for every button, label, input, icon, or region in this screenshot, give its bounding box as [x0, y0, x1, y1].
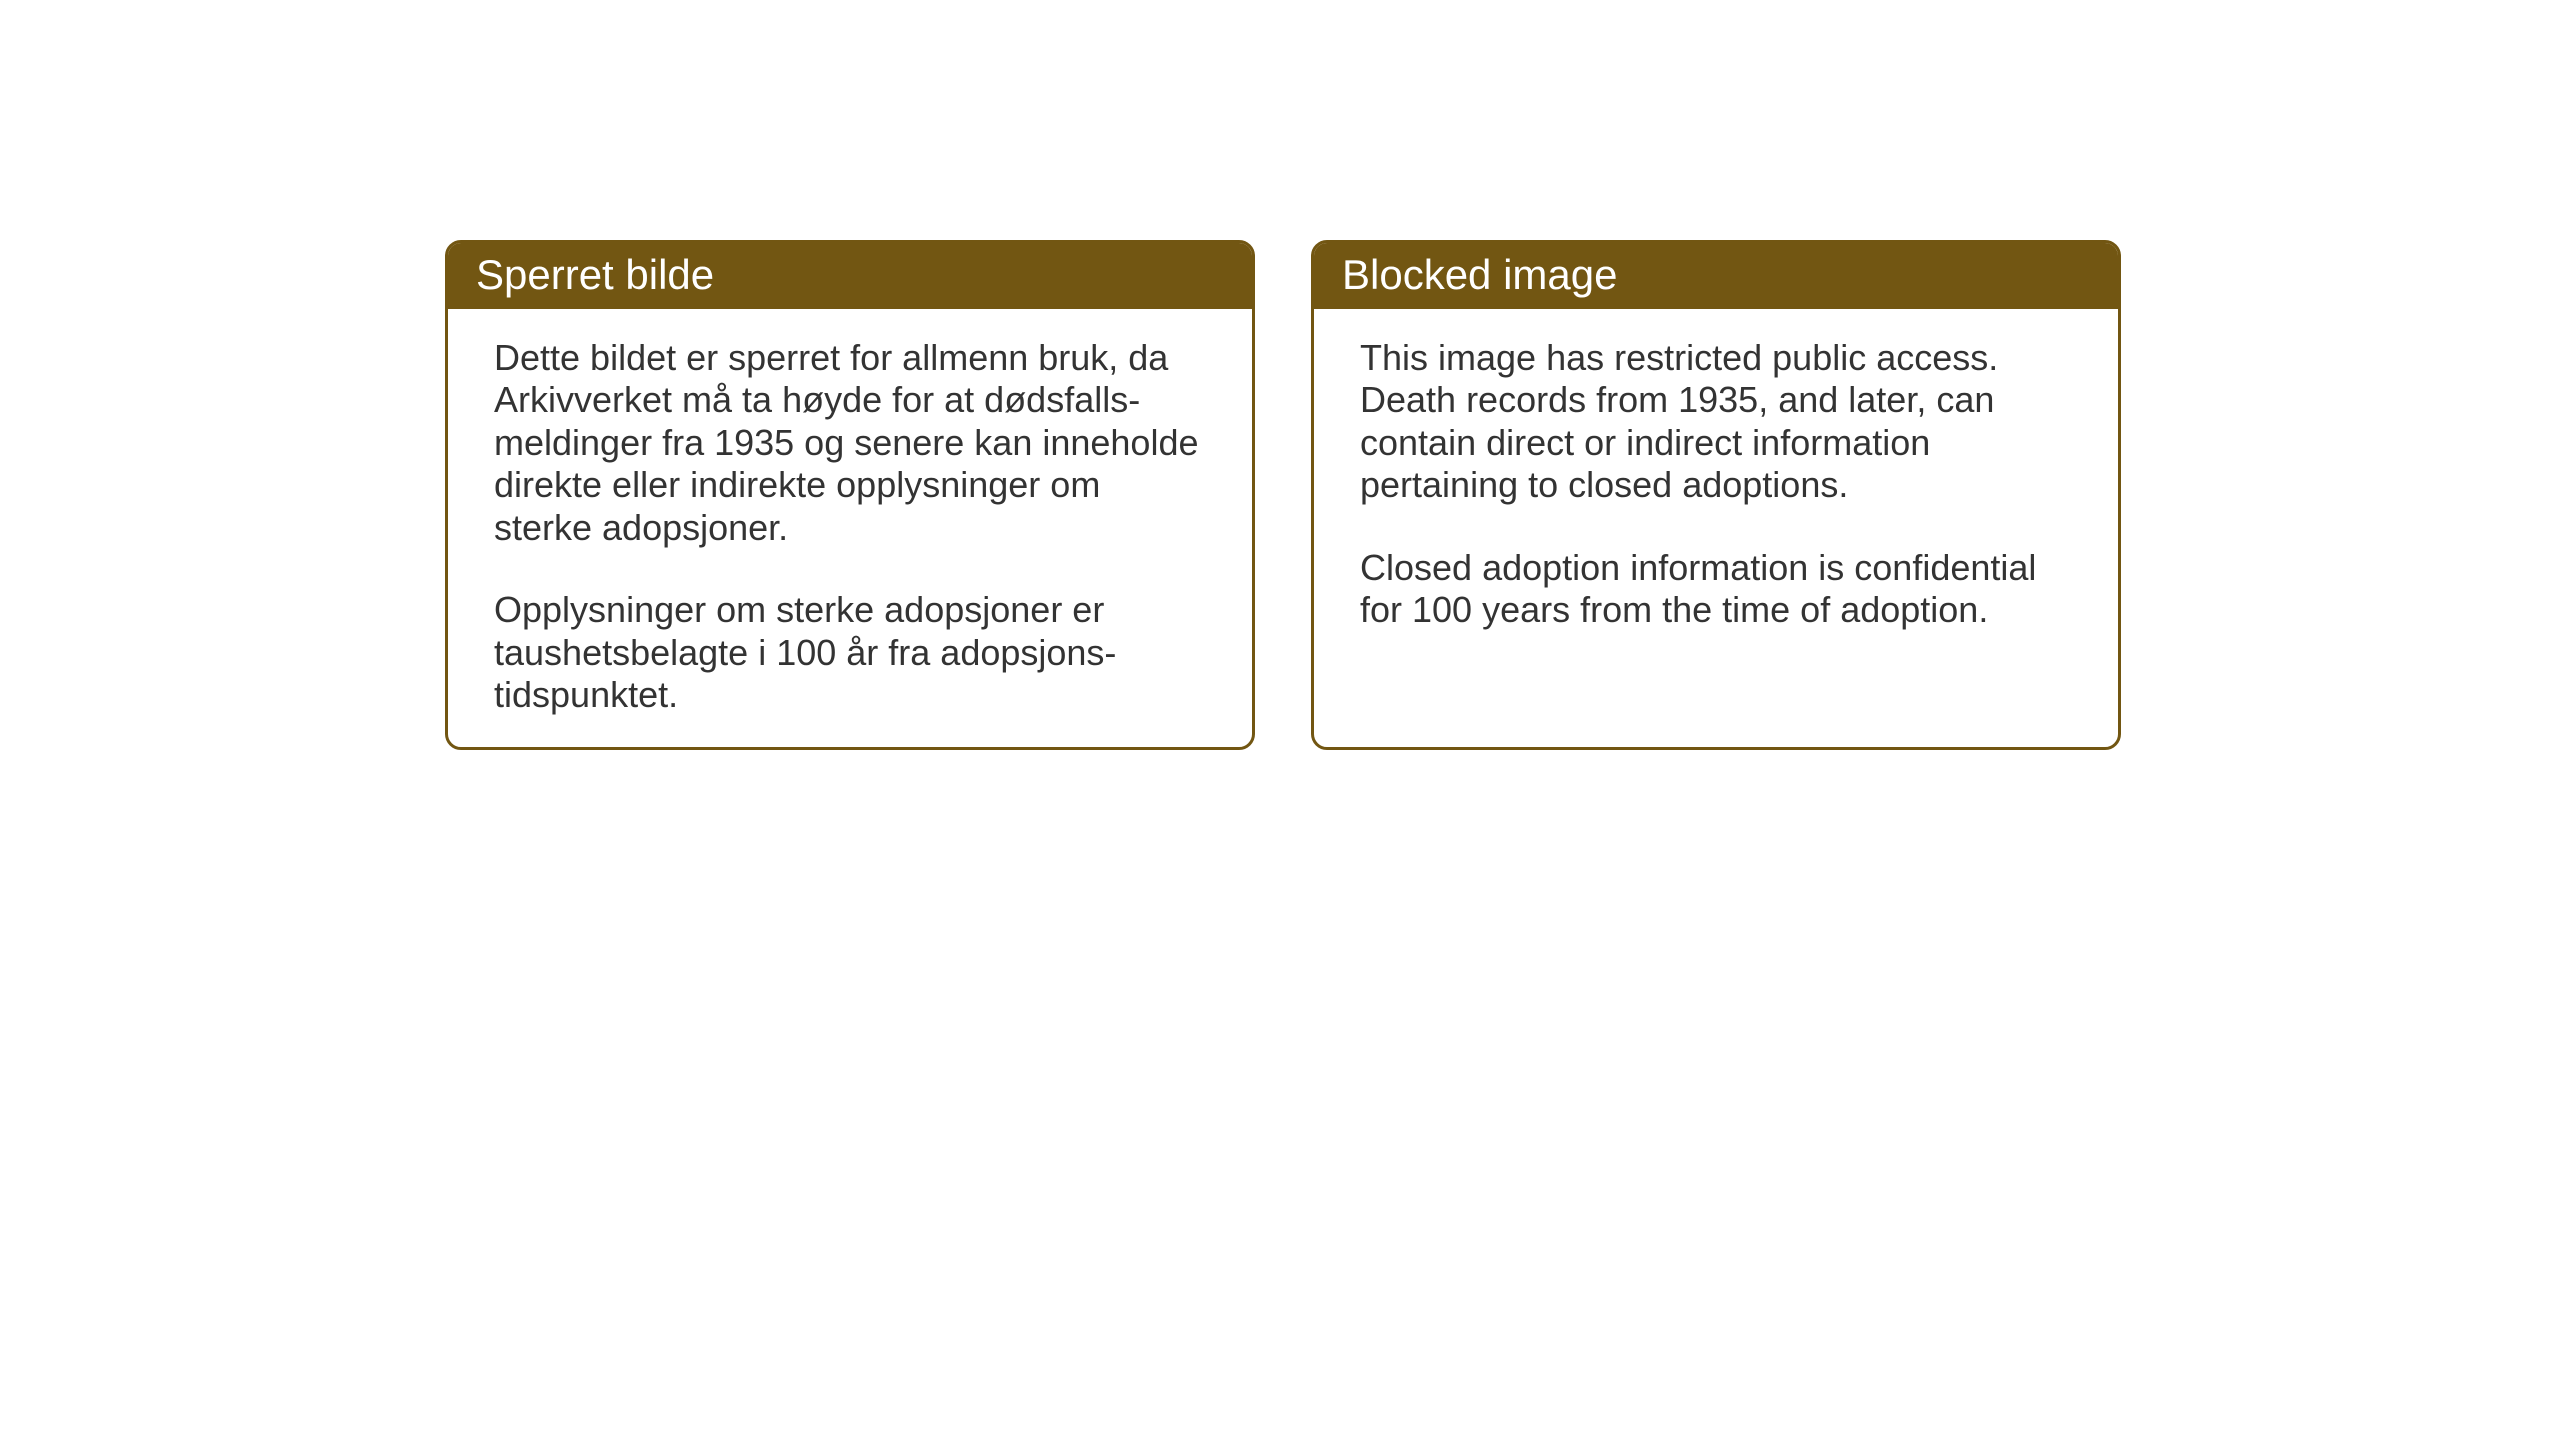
notice-header-english: Blocked image — [1314, 243, 2118, 309]
notice-header-norwegian: Sperret bilde — [448, 243, 1252, 309]
notice-title-norwegian: Sperret bilde — [476, 251, 714, 298]
notice-title-english: Blocked image — [1342, 251, 1617, 298]
notice-paragraph-2-english: Closed adoption information is confident… — [1360, 547, 2072, 632]
notice-paragraph-1-english: This image has restricted public access.… — [1360, 337, 2072, 507]
notice-container: Sperret bilde Dette bildet er sperret fo… — [0, 0, 2560, 750]
notice-body-english: This image has restricted public access.… — [1314, 309, 2118, 660]
notice-paragraph-2-norwegian: Opplysninger om sterke adopsjoner er tau… — [494, 589, 1206, 716]
notice-card-norwegian: Sperret bilde Dette bildet er sperret fo… — [445, 240, 1255, 750]
notice-card-english: Blocked image This image has restricted … — [1311, 240, 2121, 750]
notice-paragraph-1-norwegian: Dette bildet er sperret for allmenn bruk… — [494, 337, 1206, 549]
notice-body-norwegian: Dette bildet er sperret for allmenn bruk… — [448, 309, 1252, 745]
